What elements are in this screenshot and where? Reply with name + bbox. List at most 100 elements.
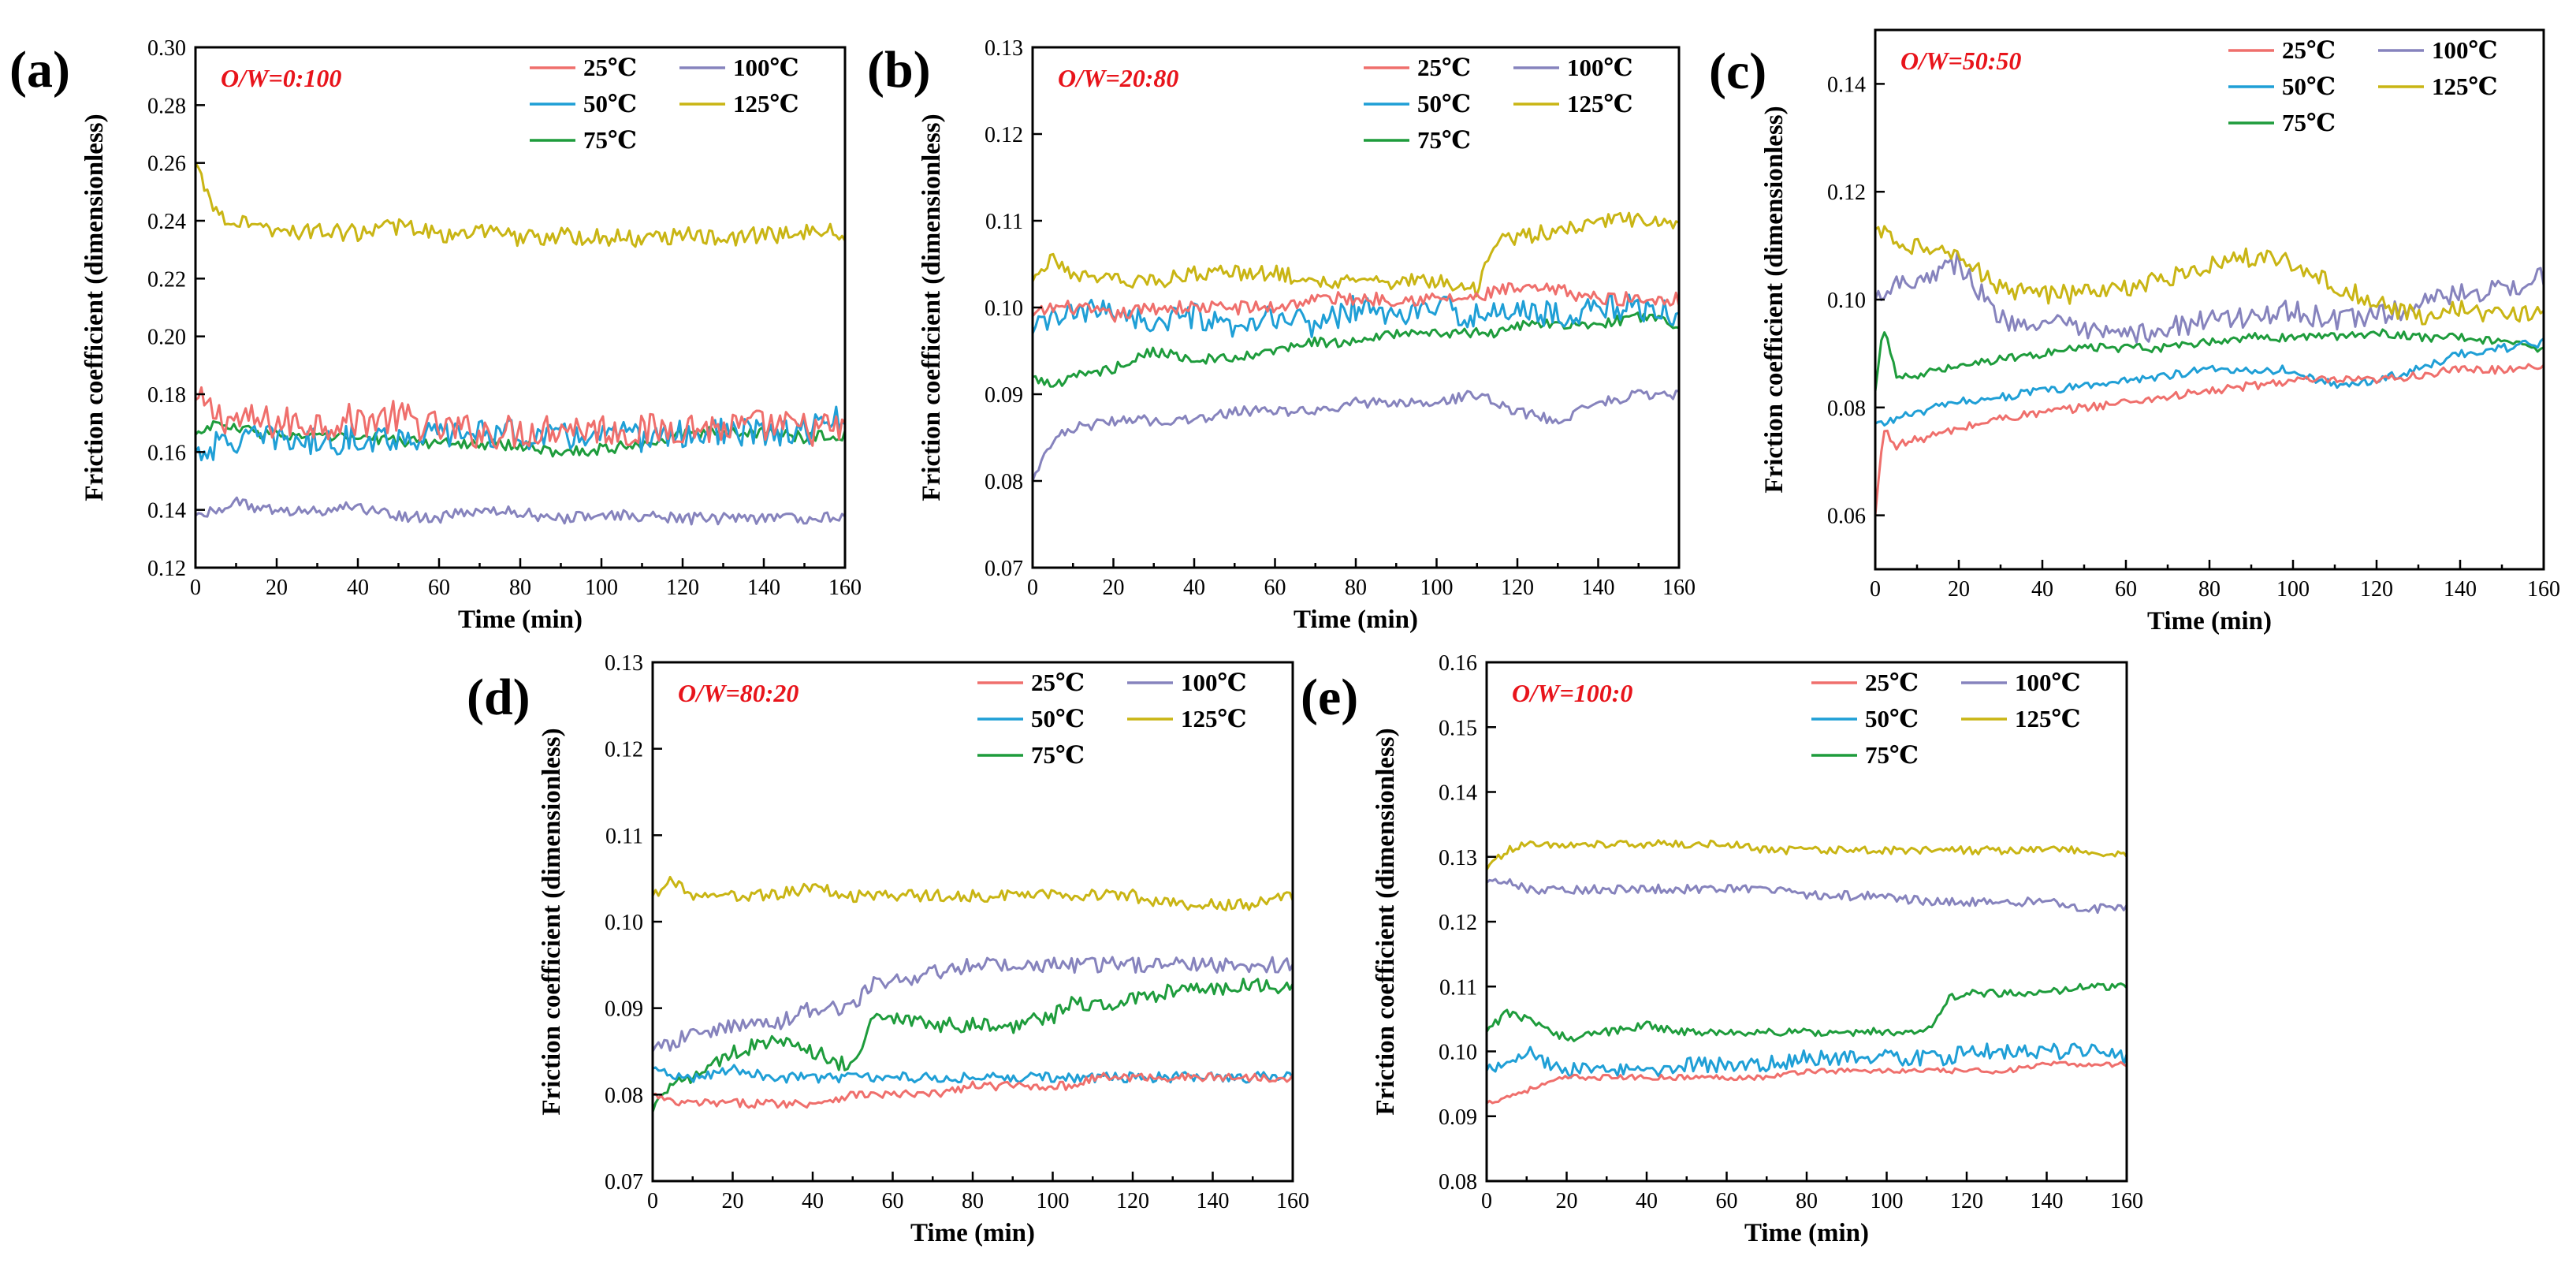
x-tick-label: 140 xyxy=(2031,1189,2064,1213)
legend: 25℃ 50℃ 75℃ 100℃ 125℃ xyxy=(1811,669,2081,769)
x-tick-label: 20 xyxy=(1948,577,1970,602)
y-tick-label: 0.15 xyxy=(1439,716,1477,740)
legend-label: 25℃ xyxy=(1865,669,1919,696)
y-tick-label: 0.28 xyxy=(147,94,186,118)
y-tick-label: 0.11 xyxy=(605,824,643,848)
series-line-50c xyxy=(653,1064,1293,1084)
legend: 25℃ 50℃ 75℃ 100℃ 125℃ xyxy=(1364,54,1633,154)
x-tick-label: 0 xyxy=(647,1189,658,1213)
series-line-25c xyxy=(653,1071,1293,1109)
series-group xyxy=(1487,839,2127,1105)
x-tick-label: 160 xyxy=(2110,1189,2143,1213)
plot-frame xyxy=(194,46,847,569)
x-tick-label: 40 xyxy=(1183,576,1205,600)
series-group xyxy=(1033,211,1679,482)
series-line-50c xyxy=(195,405,845,462)
y-tick-label: 0.10 xyxy=(1827,289,1866,313)
y-tick-label: 0.14 xyxy=(147,499,186,524)
legend-label: 100℃ xyxy=(2015,669,2081,696)
oil-water-ratio-label: O/W=50:50 xyxy=(1900,47,2021,75)
panel-label: (e) xyxy=(1301,669,1358,726)
plot-frame xyxy=(651,661,1294,1183)
x-tick-label: 60 xyxy=(882,1189,904,1213)
legend-label: 100℃ xyxy=(2432,36,2498,64)
chart-panel: (b) O/W=20:80 0 20 40 60 80 100 120 140 160 0.07 0.0… xyxy=(867,36,1696,634)
series-group xyxy=(1875,225,2544,516)
x-tick-label: 0 xyxy=(190,576,201,600)
series-line-75c xyxy=(1033,311,1679,388)
x-tick-label: 120 xyxy=(1116,1189,1149,1213)
y-tick-label: 0.30 xyxy=(147,36,186,61)
legend-label: 50℃ xyxy=(1031,705,1085,732)
series-line-75c xyxy=(1875,328,2544,392)
legend-label: 100℃ xyxy=(1567,54,1633,81)
x-tick-label: 40 xyxy=(802,1189,824,1213)
plot-frame xyxy=(1874,28,2545,571)
legend-label: 125℃ xyxy=(2432,73,2498,100)
legend-label: 75℃ xyxy=(1031,741,1085,769)
y-tick-label: 0.10 xyxy=(605,911,643,935)
y-tick-label: 0.12 xyxy=(985,123,1023,147)
chart-panel: (e) O/W=100:0 0 20 40 60 80 100 120 140 160 0.08 0.0… xyxy=(1301,651,2143,1247)
series-line-100c xyxy=(1033,389,1679,482)
panel-label: (b) xyxy=(867,41,931,99)
x-tick-label: 160 xyxy=(828,576,862,600)
legend-label: 50℃ xyxy=(2282,73,2336,100)
x-tick-label: 140 xyxy=(1582,576,1615,600)
y-tick-label: 0.14 xyxy=(1439,781,1477,806)
x-tick-label: 80 xyxy=(1345,576,1367,600)
oil-water-ratio-label: O/W=0:100 xyxy=(221,64,341,92)
x-axis-title: Time (min) xyxy=(1744,1219,1869,1247)
y-tick-label: 0.26 xyxy=(147,152,186,177)
x-tick-label: 80 xyxy=(509,576,531,600)
x-axis-title: Time (min) xyxy=(910,1219,1035,1247)
x-tick-label: 120 xyxy=(1501,576,1534,600)
y-tick-label: 0.16 xyxy=(1439,651,1477,676)
oil-water-ratio-label: O/W=20:80 xyxy=(1058,64,1178,92)
x-axis-title: Time (min) xyxy=(458,606,583,634)
chart-panel: (a) O/W=0:100 0 20 40 60 80 100 120 140 160 0.12 0.1… xyxy=(9,36,862,634)
x-tick-label: 60 xyxy=(2115,577,2137,602)
series-line-50c xyxy=(1875,337,2544,427)
x-tick-label: 120 xyxy=(2360,577,2393,602)
series-line-100c xyxy=(195,496,845,526)
y-tick-label: 0.16 xyxy=(147,441,186,465)
y-tick-label: 0.09 xyxy=(985,383,1023,408)
x-tick-label: 80 xyxy=(1796,1189,1818,1213)
series-line-25c xyxy=(1033,281,1679,323)
legend-label: 25℃ xyxy=(1417,54,1471,81)
x-tick-label: 160 xyxy=(2527,577,2560,602)
x-tick-label: 120 xyxy=(666,576,699,600)
x-tick-label: 100 xyxy=(585,576,618,600)
x-tick-label: 80 xyxy=(962,1189,984,1213)
x-tick-label: 100 xyxy=(1420,576,1454,600)
legend-label: 75℃ xyxy=(583,126,637,154)
x-tick-label: 100 xyxy=(1871,1189,1904,1213)
x-tick-label: 0 xyxy=(1027,576,1038,600)
series-line-25c xyxy=(1487,1060,2127,1105)
legend-label: 25℃ xyxy=(1031,669,1085,696)
y-tick-label: 0.08 xyxy=(985,470,1023,494)
x-tick-label: 100 xyxy=(1037,1189,1070,1213)
series-line-25c xyxy=(1875,363,2544,516)
y-tick-label: 0.06 xyxy=(1827,505,1866,529)
x-axis-title: Time (min) xyxy=(2147,607,2272,635)
y-tick-label: 0.13 xyxy=(1439,846,1477,870)
series-line-125c xyxy=(653,875,1293,911)
y-tick-label: 0.12 xyxy=(1827,181,1866,205)
y-tick-label: 0.24 xyxy=(147,210,186,234)
x-tick-label: 80 xyxy=(2198,577,2220,602)
legend-label: 50℃ xyxy=(583,90,637,117)
y-tick-label: 0.18 xyxy=(147,383,186,408)
series-line-75c xyxy=(1487,982,2127,1042)
legend-label: 100℃ xyxy=(733,54,799,81)
plot-frame xyxy=(1485,661,2128,1183)
x-axis-title: Time (min) xyxy=(1294,606,1418,634)
series-line-100c xyxy=(653,956,1293,1053)
x-tick-label: 20 xyxy=(722,1189,744,1213)
x-tick-label: 20 xyxy=(266,576,288,600)
y-tick-label: 0.20 xyxy=(147,326,186,350)
y-tick-label: 0.11 xyxy=(985,210,1023,234)
x-tick-label: 20 xyxy=(1103,576,1125,600)
